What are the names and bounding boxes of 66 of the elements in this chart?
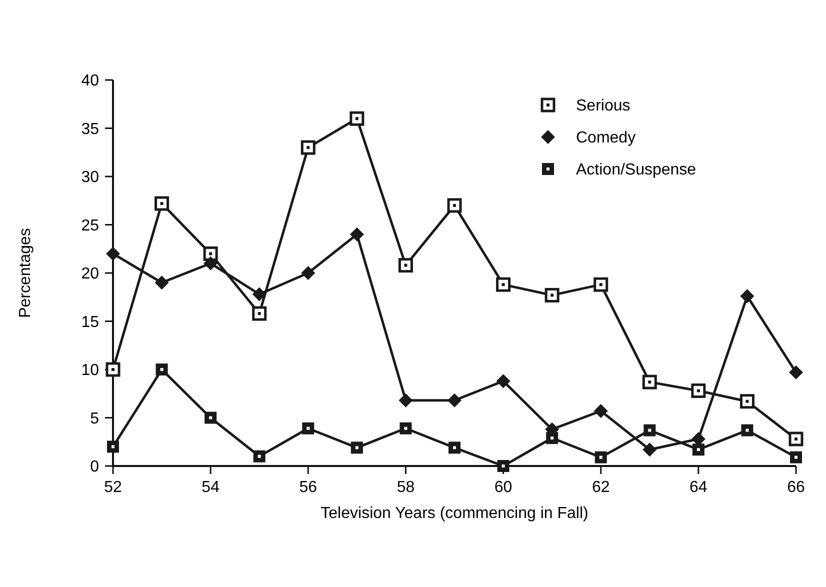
point	[642, 374, 657, 390]
point	[790, 451, 802, 464]
point	[740, 289, 754, 304]
legend-label: Comedy	[576, 130, 636, 147]
point	[398, 393, 413, 408]
point	[448, 442, 460, 454]
y-tick-label: 30	[81, 169, 100, 186]
point	[692, 444, 704, 456]
x-axis-title: Television Years (commencing in Fall)	[320, 505, 588, 522]
point	[156, 364, 168, 376]
point	[203, 246, 218, 261]
point	[204, 256, 218, 270]
x-tick-label: 64	[690, 479, 708, 496]
point	[252, 306, 267, 321]
point	[741, 424, 754, 436]
point	[302, 422, 314, 434]
legend-label: Action/Suspense	[576, 162, 696, 179]
point	[594, 277, 608, 292]
y-tick-label: 35	[81, 120, 100, 138]
point	[496, 374, 510, 388]
point	[788, 432, 804, 446]
point	[496, 277, 511, 292]
x-tick-label: 52	[104, 479, 122, 496]
point	[350, 442, 363, 454]
x-tick-label: 54	[202, 479, 220, 496]
point	[252, 287, 266, 302]
y-tick-label: 40	[81, 72, 100, 90]
point	[350, 111, 364, 126]
point	[546, 432, 558, 444]
point	[642, 442, 657, 457]
point	[447, 198, 462, 213]
point	[544, 288, 560, 302]
point	[154, 276, 169, 290]
y-tick-label: 0	[90, 458, 100, 476]
point	[740, 394, 754, 409]
point	[594, 451, 607, 464]
point	[789, 365, 803, 380]
point	[154, 196, 170, 211]
x-tick-label: 62	[592, 479, 610, 496]
y-tick-label: 15	[81, 314, 100, 331]
y-axis-title: Percentages	[17, 228, 34, 318]
legend-label: Serious	[576, 98, 630, 115]
x-tick-label: 60	[494, 479, 512, 496]
point	[106, 362, 120, 377]
point	[400, 422, 412, 434]
point	[448, 393, 462, 408]
point	[497, 460, 510, 472]
point	[106, 246, 120, 261]
y-tick-label: 10	[81, 362, 100, 380]
y-tick-label: 5	[90, 410, 100, 428]
point	[691, 432, 706, 446]
point	[691, 383, 706, 398]
point	[107, 440, 119, 453]
point	[398, 258, 413, 273]
y-tick-label: 25	[81, 217, 100, 234]
point	[301, 266, 316, 280]
x-tick-label: 66	[787, 479, 805, 496]
point	[644, 424, 656, 436]
x-tick-label: 56	[299, 479, 318, 496]
x-tick-label: 58	[396, 479, 415, 496]
point	[350, 227, 364, 242]
point	[300, 140, 316, 155]
point	[204, 412, 217, 424]
point	[594, 404, 608, 418]
y-tick-label: 20	[81, 266, 100, 283]
point	[253, 450, 266, 462]
